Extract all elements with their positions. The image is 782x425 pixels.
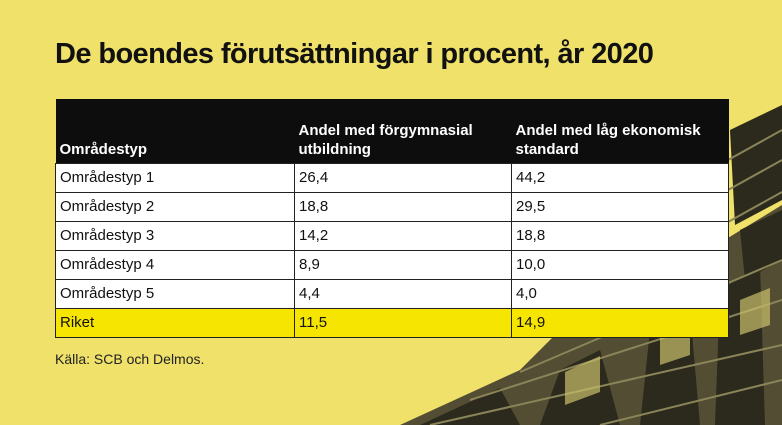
table-cell: 10,0 [511, 249, 729, 280]
table-header-row: Områdestyp Andel med förgymnasial utbild… [55, 99, 729, 163]
table-cell: 14,2 [294, 220, 512, 251]
chart-title: De boendes förutsättningar i procent, år… [55, 38, 654, 70]
table-row: Områdestyp 1 26,4 44,2 [55, 162, 729, 193]
table-cell: 11,5 [294, 307, 512, 338]
row-label: Områdestyp 1 [55, 162, 295, 193]
column-header: Andel med förgymnasial utbildning [298, 121, 473, 158]
table-cell: 14,9 [511, 307, 729, 338]
table-cell: 29,5 [511, 191, 729, 222]
table-row: Områdestyp 5 4,4 4,0 [55, 278, 729, 309]
table-cell: 18,8 [511, 220, 729, 251]
row-label: Områdestyp 4 [55, 249, 295, 280]
table-cell: 18,8 [294, 191, 512, 222]
row-label: Områdestyp 5 [55, 278, 295, 309]
table-cell: 26,4 [294, 162, 512, 193]
table-row-total: Riket 11,5 14,9 [55, 307, 729, 338]
column-header: Områdestyp [59, 140, 148, 158]
row-label: Riket [55, 307, 295, 338]
column-header: Andel med låg ekonomisk standard [515, 121, 701, 158]
row-label: Områdestyp 3 [55, 220, 295, 251]
table-cell: 44,2 [511, 162, 729, 193]
table-row: Områdestyp 4 8,9 10,0 [55, 249, 729, 280]
table-row: Områdestyp 3 14,2 18,8 [55, 220, 729, 251]
table-cell: 4,0 [511, 278, 729, 309]
table-cell: 4,4 [294, 278, 512, 309]
data-table: Områdestyp Andel med förgymnasial utbild… [55, 99, 729, 338]
row-label: Områdestyp 2 [55, 191, 295, 222]
table-row: Områdestyp 2 18,8 29,5 [55, 191, 729, 222]
source-note: Källa: SCB och Delmos. [55, 351, 205, 367]
table-cell: 8,9 [294, 249, 512, 280]
